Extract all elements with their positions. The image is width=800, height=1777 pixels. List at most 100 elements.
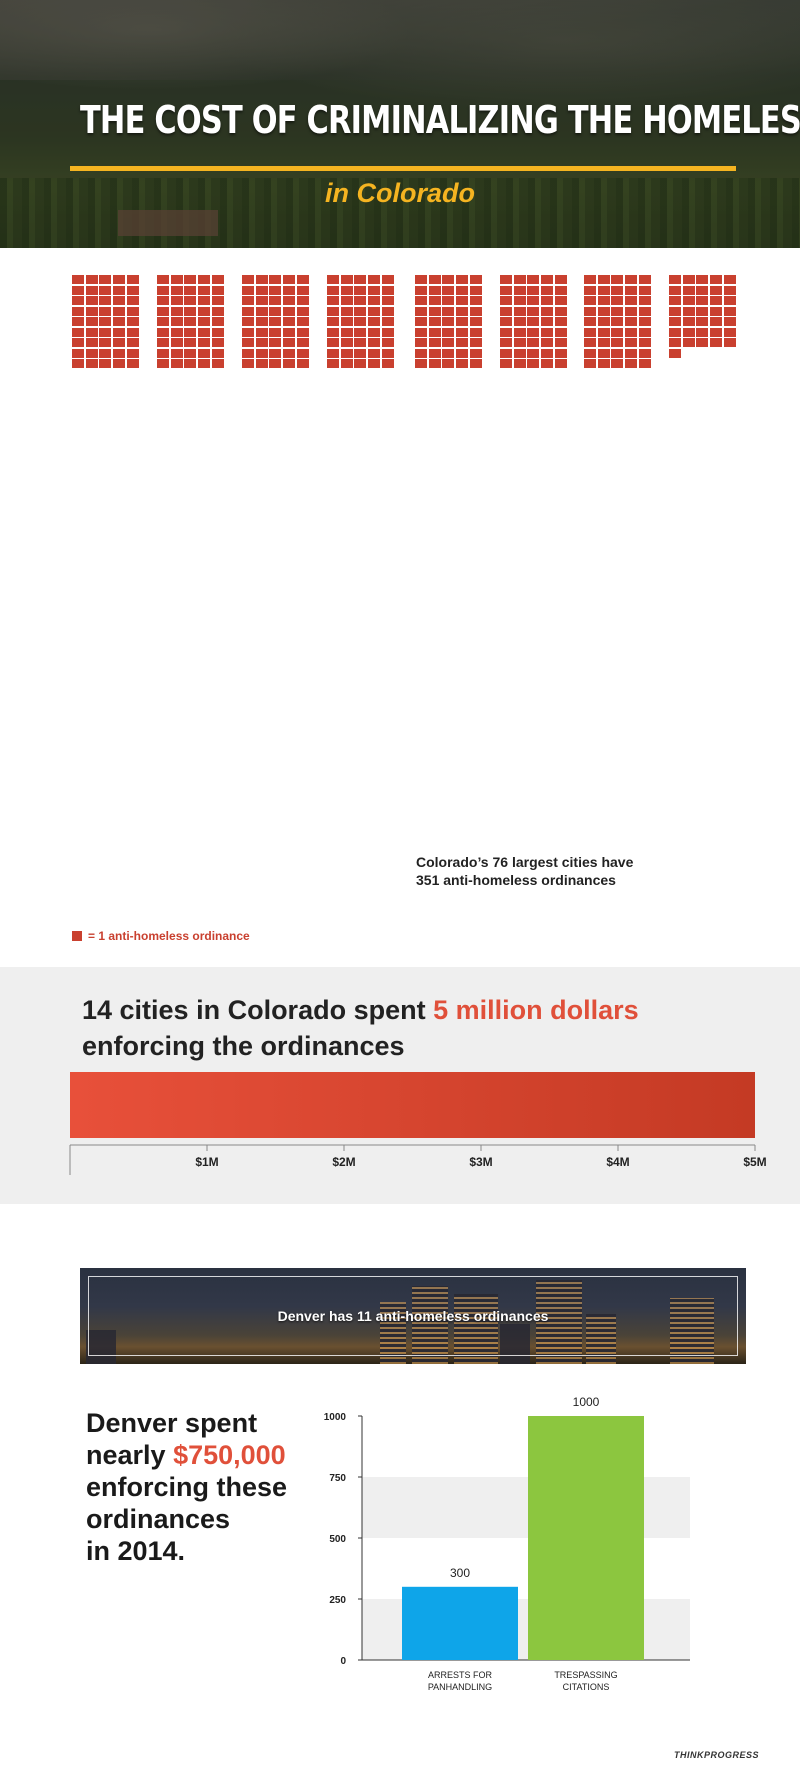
ordinance-square — [381, 317, 394, 326]
ordinance-square — [669, 327, 681, 337]
ordinance-square — [469, 338, 482, 347]
ordinance-square — [513, 348, 526, 358]
ordinance-square — [597, 275, 610, 284]
bar-value-label: 1000 — [573, 1395, 600, 1409]
ordinance-square — [157, 359, 169, 368]
header-overlay — [0, 0, 800, 248]
ordinance-square — [269, 359, 282, 368]
ordinance-square — [255, 306, 268, 316]
ordinance-square — [442, 327, 455, 337]
ordinance-square — [527, 285, 540, 295]
ordinance-square — [85, 285, 98, 295]
ordinance-square — [126, 296, 139, 305]
ordinance-square — [456, 285, 469, 295]
ordinance-square — [584, 327, 596, 337]
ordinance-square — [296, 338, 309, 347]
ordinance-square — [428, 317, 441, 326]
ordinance-square — [269, 348, 282, 358]
ordinance-square — [354, 359, 367, 368]
ordinance-square — [415, 348, 427, 358]
ordinance-square — [682, 317, 695, 326]
skyline-building — [86, 1330, 116, 1364]
ordinance-square — [584, 317, 596, 326]
header-banner: THE COST OF CRIMINALIZING THE HOMELESS i… — [0, 0, 800, 248]
ordinance-square — [170, 296, 183, 305]
ordinance-square — [368, 275, 381, 284]
spending-title-text: 14 cities in Colorado spent — [82, 995, 434, 1025]
ordinance-square — [283, 275, 296, 284]
ordinance-square — [597, 296, 610, 305]
ordinance-square — [442, 359, 455, 368]
ordinance-square — [340, 327, 353, 337]
ordinance-square — [354, 275, 367, 284]
ordinance-square — [368, 317, 381, 326]
ordinance-square — [99, 317, 112, 326]
ordinance-square — [113, 338, 126, 347]
spending-section: 14 cities in Colorado spent 5 million do… — [0, 967, 800, 1204]
ordinance-square — [340, 338, 353, 347]
ordinance-square — [527, 359, 540, 368]
ordinance-square — [469, 275, 482, 284]
ordinance-square — [696, 327, 709, 337]
ordinance-square — [170, 327, 183, 337]
ordinance-square — [456, 338, 469, 347]
ordinance-square — [198, 359, 211, 368]
ordinance-square — [368, 296, 381, 305]
denver-line-1: Denver spent — [86, 1408, 258, 1438]
ordinance-square — [99, 348, 112, 358]
ordinance-square — [584, 275, 596, 284]
ordinance-square — [126, 285, 139, 295]
ordinance-square — [638, 296, 651, 305]
ordinance-square — [415, 296, 427, 305]
ordinance-square — [554, 285, 567, 295]
ordinance-square — [682, 327, 695, 337]
spending-bar — [70, 1072, 755, 1138]
ordinance-square — [255, 348, 268, 358]
ordinance-square — [682, 306, 695, 316]
ordinance-square — [157, 306, 169, 316]
grid-band — [362, 1599, 690, 1660]
legend-swatch — [72, 931, 82, 941]
ordinance-square — [611, 317, 624, 326]
denver-line-2: nearly $750,000 — [86, 1439, 326, 1471]
category-label: PANHANDLING — [428, 1682, 492, 1692]
ordinance-square — [710, 285, 723, 295]
ordinance-square — [283, 306, 296, 316]
ordinance-square — [327, 285, 339, 295]
ordinance-square — [415, 327, 427, 337]
waffle-note: Colorado’s 76 largest cities have 351 an… — [416, 853, 676, 889]
ordinance-square — [99, 338, 112, 347]
ordinance-square — [99, 306, 112, 316]
ordinance-square — [513, 285, 526, 295]
skyline-building — [670, 1298, 714, 1364]
ordinance-square — [723, 275, 736, 284]
y-tick-label: 750 — [329, 1473, 346, 1484]
skyline-building — [454, 1294, 498, 1364]
ordinance-square — [541, 275, 554, 284]
ordinance-square — [211, 306, 224, 316]
ordinance-square — [669, 348, 681, 358]
ordinance-square — [723, 317, 736, 326]
ordinance-square — [296, 348, 309, 358]
ordinance-square — [126, 327, 139, 337]
ordinance-square — [72, 348, 84, 358]
ordinance-square — [354, 338, 367, 347]
ordinance-square — [170, 338, 183, 347]
ordinance-square — [723, 296, 736, 305]
ordinance-square — [527, 317, 540, 326]
ordinance-square — [456, 317, 469, 326]
ordinance-square — [242, 306, 254, 316]
ordinance-square — [354, 306, 367, 316]
ordinance-square — [415, 317, 427, 326]
ordinance-square — [682, 285, 695, 295]
ordinance-square — [625, 306, 638, 316]
ordinance-square — [340, 296, 353, 305]
ordinance-square — [242, 359, 254, 368]
ordinance-square — [428, 359, 441, 368]
ordinance-square — [500, 275, 512, 284]
ordinance-square — [296, 306, 309, 316]
ordinance-square — [710, 317, 723, 326]
ordinance-square — [541, 327, 554, 337]
ordinance-square — [469, 285, 482, 295]
